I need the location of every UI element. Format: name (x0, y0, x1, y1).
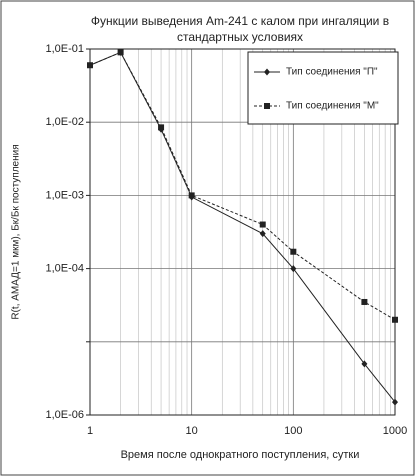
legend-label: Тип соединения "М" (286, 101, 379, 112)
chart-title: стандартных условиях (177, 30, 303, 44)
y-tick-label: 1,0E-04 (45, 263, 84, 275)
legend-marker (264, 103, 270, 109)
marker (188, 192, 195, 199)
series-line (89, 51, 396, 321)
x-tick-label: 100 (284, 425, 302, 437)
y-tick-label: 1,0E-06 (45, 409, 84, 421)
chart-title: Функции выведения Am-241 с калом при инг… (91, 14, 389, 28)
marker (158, 124, 165, 131)
legend-label: Тип соединения "П" (286, 67, 378, 78)
legend-marker (264, 68, 270, 76)
marker (392, 316, 398, 323)
marker (361, 298, 368, 305)
marker (361, 360, 368, 368)
y-tick-label: 1,0E-01 (45, 43, 84, 55)
marker (117, 49, 124, 56)
marker (87, 62, 93, 69)
plot-frame (89, 48, 396, 416)
y-axis-label: R(t, АМАД=1 мкм), Бк/Бк поступления (11, 144, 22, 319)
x-axis-label: Время после однократного поступления, су… (121, 449, 360, 461)
x-tick-label: 10 (186, 425, 198, 437)
marker (290, 265, 297, 273)
x-tick-label: 1000 (383, 425, 407, 437)
marker (259, 221, 266, 228)
marker (259, 230, 266, 238)
marker (392, 398, 398, 406)
y-tick-label: 1,0E-03 (45, 189, 84, 201)
legend-box (247, 51, 399, 125)
y-tick-label: 1,0E-02 (45, 116, 84, 128)
marker (290, 248, 297, 255)
x-tick-label: 1 (87, 425, 93, 437)
